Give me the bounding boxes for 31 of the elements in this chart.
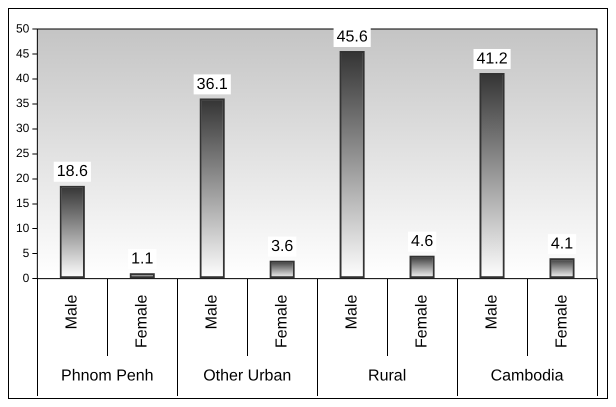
text: Phnom Penh <box>61 367 154 384</box>
y-tick-label: 40 <box>16 71 30 86</box>
y-tick-label: 15 <box>16 196 30 210</box>
y-tick-label: 0 <box>22 270 30 285</box>
y-tick-label: 20 <box>16 171 30 186</box>
data-label: 41.2 <box>476 50 508 68</box>
data-label: 18.6 <box>56 163 88 180</box>
data-label: 36.1 <box>196 76 228 93</box>
x-tick-label: Male <box>204 294 221 330</box>
data-label: 4.6 <box>410 233 434 250</box>
data-label: 1.1 <box>131 250 154 268</box>
x-tick-label: Male <box>344 294 361 330</box>
y-tick-label: 10 <box>16 221 30 236</box>
x-tick-label: Female <box>134 294 151 348</box>
data-label: 3.6 <box>271 238 294 256</box>
y-tick-label: 25 <box>16 146 30 160</box>
x-tick-label: Female <box>274 294 291 348</box>
y-tick-label: 35 <box>16 96 30 110</box>
x-tick-label: Female <box>553 294 570 348</box>
y-tick-label: 5 <box>22 246 30 260</box>
data-label: 4.1 <box>550 236 574 253</box>
y-tick-label: 50 <box>16 21 30 36</box>
text: Rural <box>368 367 406 384</box>
x-tick-label: Male <box>64 294 81 330</box>
y-tick-label: 30 <box>16 121 30 136</box>
x-tick-label: Female <box>414 294 431 348</box>
y-tick-label: 45 <box>16 46 30 60</box>
text: Cambodia <box>490 367 564 384</box>
x-tick-label: Male <box>483 294 500 330</box>
data-label: 45.6 <box>336 28 368 46</box>
text: Other Urban <box>203 367 292 384</box>
